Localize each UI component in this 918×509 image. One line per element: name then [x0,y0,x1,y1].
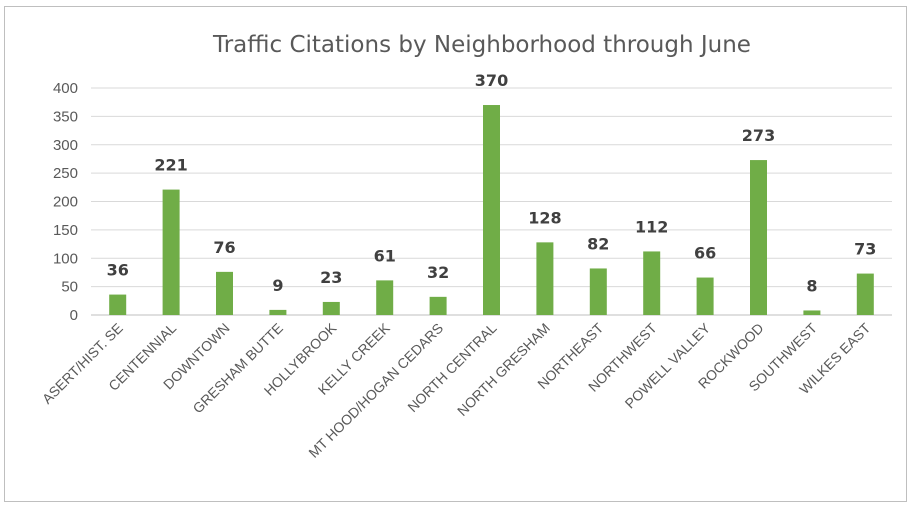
y-tick-label: 0 [70,307,78,324]
data-label: 82 [587,234,609,253]
bar [856,273,874,315]
bar [536,242,554,315]
bar [483,105,500,316]
x-tick-label: NORTH CENTRAL [404,320,499,415]
y-tick-label: 400 [53,80,78,97]
bar [589,268,607,315]
data-label: 370 [475,71,508,90]
data-label: 128 [528,208,561,227]
data-label: 9 [272,276,283,295]
data-label: 36 [107,261,129,280]
data-label: 23 [320,268,342,287]
bar [216,271,233,315]
data-label: 61 [374,246,396,265]
bar [376,280,394,315]
data-labels: 36 221 76 9 23 61 32 370 128 82 112 66 273 8 73 [107,71,877,295]
bar [322,301,340,315]
x-axis-ticks: ASERT/HIST. SECENTENNIALDOWNTOWNGRESHAM … [39,319,874,460]
bar [750,160,767,315]
y-tick-label: 200 [53,194,78,211]
x-tick-label: GRESHAM BUTTE [189,320,286,417]
bar [162,189,180,315]
bar [269,309,287,315]
y-tick-label: 300 [53,137,78,154]
chart-title: Traffic Citations by Neighborhood throug… [212,32,751,58]
y-tick-label: 100 [53,250,78,267]
data-label: 76 [213,238,235,257]
y-tick-label: 50 [61,279,78,296]
data-label: 66 [694,244,716,263]
x-tick-label: NORTH GRESHAM [454,320,553,419]
data-label: 32 [427,263,449,282]
bars [109,105,874,316]
bar [643,251,661,315]
x-tick-label: ASERT/HIST. SE [39,320,126,407]
y-tick-label: 250 [53,165,78,182]
y-tick-label: 350 [53,108,78,125]
data-label: 273 [742,126,775,145]
y-axis-ticks: 0 50 100 150 200 250 300 350 400 [53,80,78,324]
bar [803,310,821,315]
y-tick-label: 150 [53,222,78,239]
data-label: 8 [806,276,817,295]
bar [696,277,714,315]
data-label: 112 [635,217,668,236]
data-label: 221 [154,156,187,175]
data-label: 73 [854,240,876,259]
bar [429,296,447,315]
bar [109,294,127,315]
